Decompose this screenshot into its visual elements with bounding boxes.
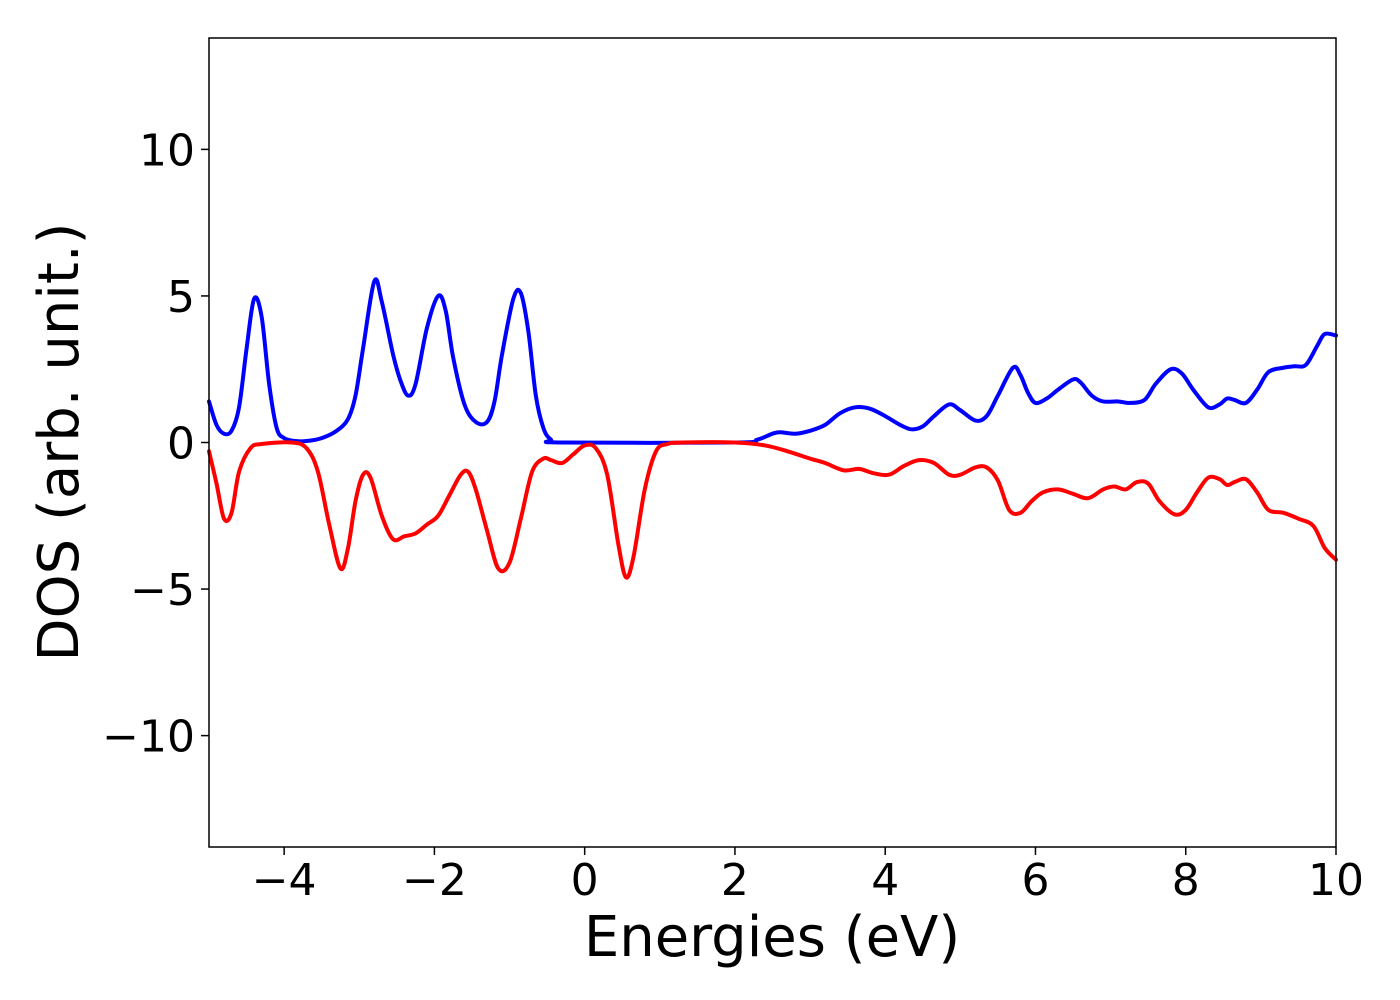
- series-line-1: [207, 277, 1338, 445]
- y-tick-label: −10: [102, 712, 195, 763]
- x-tick-label: 10: [1308, 855, 1364, 906]
- plot-area: [209, 38, 1336, 847]
- x-tick-label: 8: [1172, 855, 1200, 906]
- x-tick-label: 4: [871, 855, 899, 906]
- x-axis-label: Energies (eV): [584, 905, 960, 970]
- x-axis: −4 −2 0 2 4 6 8 10: [252, 847, 1364, 906]
- y-tick-label: 5: [167, 272, 195, 323]
- y-axis-label: DOS (arb. unit.): [27, 222, 92, 661]
- x-tick-label: −4: [252, 855, 317, 906]
- x-tick-label: 2: [721, 855, 749, 906]
- x-tick-label: 6: [1021, 855, 1049, 906]
- x-tick-label: −2: [402, 855, 467, 906]
- x-tick-label: 0: [571, 855, 599, 906]
- y-tick-label: −5: [130, 565, 195, 616]
- series-lines: [207, 277, 1338, 580]
- series-line-2: [207, 440, 1338, 580]
- y-axis: −10 −5 0 5 10: [102, 125, 209, 763]
- y-tick-label: 0: [167, 419, 195, 470]
- y-tick-label: 10: [139, 125, 195, 176]
